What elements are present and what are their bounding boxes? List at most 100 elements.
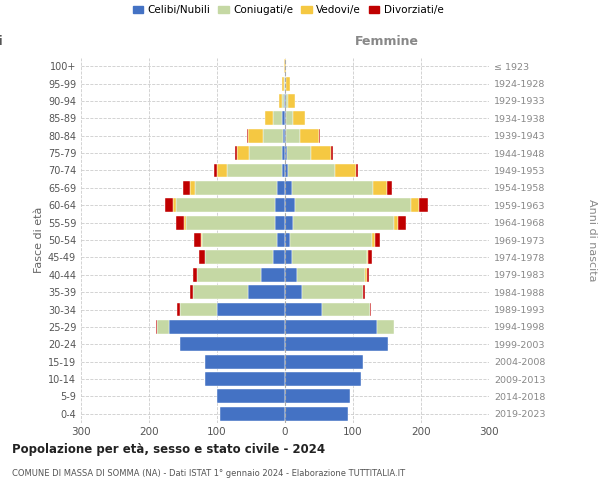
Bar [156, 320, 157, 334]
Bar [284, 94, 285, 108]
Bar [285, 216, 293, 230]
Bar [398, 216, 406, 230]
Bar [217, 302, 285, 316]
Bar [370, 302, 371, 316]
Bar [273, 112, 282, 126]
Bar [193, 285, 248, 299]
Bar [302, 285, 363, 299]
Bar [275, 198, 285, 212]
Bar [190, 181, 195, 195]
Bar [200, 233, 202, 247]
Bar [248, 285, 285, 299]
Bar [284, 76, 285, 90]
Bar [190, 285, 193, 299]
Bar [285, 268, 297, 281]
Bar [287, 146, 311, 160]
Bar [288, 94, 295, 108]
Bar [237, 146, 249, 160]
Bar [285, 354, 362, 368]
Bar [295, 198, 411, 212]
Bar [285, 302, 322, 316]
Bar [169, 320, 285, 334]
Bar [367, 250, 368, 264]
Bar [285, 320, 377, 334]
Bar [275, 216, 285, 230]
Bar [292, 181, 373, 195]
Bar [285, 372, 361, 386]
Bar [284, 59, 285, 73]
Bar [419, 198, 428, 212]
Bar [179, 338, 285, 351]
Bar [220, 407, 285, 421]
Bar [285, 407, 347, 421]
Text: Popolazione per età, sesso e stato civile - 2024: Popolazione per età, sesso e stato civil… [12, 442, 325, 456]
Bar [217, 390, 285, 404]
Bar [285, 59, 286, 73]
Bar [319, 129, 320, 142]
Bar [214, 164, 217, 177]
Y-axis label: Fasce di età: Fasce di età [34, 207, 44, 273]
Bar [297, 268, 365, 281]
Bar [285, 338, 388, 351]
Bar [375, 233, 380, 247]
Bar [261, 268, 285, 281]
Text: Anni di nascita: Anni di nascita [587, 198, 597, 281]
Bar [249, 146, 281, 160]
Bar [205, 250, 273, 264]
Bar [285, 112, 286, 126]
Bar [173, 198, 176, 212]
Bar [285, 164, 288, 177]
Bar [265, 112, 273, 126]
Bar [286, 94, 288, 108]
Bar [365, 268, 367, 281]
Bar [217, 164, 227, 177]
Bar [285, 198, 295, 212]
Bar [281, 94, 284, 108]
Bar [277, 233, 285, 247]
Bar [248, 129, 263, 142]
Bar [372, 233, 375, 247]
Bar [273, 250, 285, 264]
Bar [387, 181, 392, 195]
Bar [205, 354, 285, 368]
Bar [367, 268, 370, 281]
Bar [285, 285, 302, 299]
Bar [281, 146, 285, 160]
Bar [373, 181, 387, 195]
Bar [285, 146, 287, 160]
Bar [193, 268, 197, 281]
Bar [290, 233, 372, 247]
Bar [288, 164, 335, 177]
Bar [176, 198, 275, 212]
Bar [377, 320, 394, 334]
Bar [411, 198, 419, 212]
Bar [286, 129, 300, 142]
Bar [227, 164, 281, 177]
Bar [177, 302, 179, 316]
Bar [285, 129, 286, 142]
Bar [293, 216, 394, 230]
Bar [263, 129, 283, 142]
Bar [300, 129, 319, 142]
Bar [164, 198, 173, 212]
Bar [285, 76, 286, 90]
Bar [293, 112, 305, 126]
Bar [394, 216, 398, 230]
Bar [292, 250, 367, 264]
Bar [197, 268, 261, 281]
Bar [286, 76, 290, 90]
Bar [184, 216, 187, 230]
Bar [279, 94, 281, 108]
Bar [285, 390, 350, 404]
Text: Femmine: Femmine [355, 36, 419, 49]
Bar [157, 320, 169, 334]
Bar [285, 233, 290, 247]
Bar [187, 216, 275, 230]
Bar [282, 112, 285, 126]
Bar [194, 233, 200, 247]
Bar [179, 302, 217, 316]
Bar [205, 372, 285, 386]
Bar [283, 129, 285, 142]
Bar [311, 146, 331, 160]
Legend: Celibi/Nubili, Coniugati/e, Vedovi/e, Divorziati/e: Celibi/Nubili, Coniugati/e, Vedovi/e, Di… [133, 5, 443, 15]
